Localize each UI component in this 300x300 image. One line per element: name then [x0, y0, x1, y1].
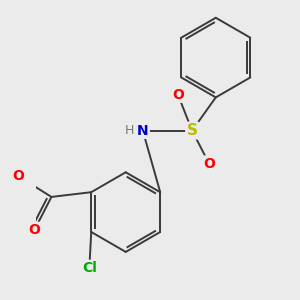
- Text: O: O: [203, 157, 215, 171]
- Text: S: S: [187, 123, 198, 138]
- Text: H: H: [125, 124, 134, 137]
- Text: O: O: [12, 169, 24, 183]
- Text: O: O: [172, 88, 184, 101]
- Text: N: N: [137, 124, 148, 138]
- Text: Cl: Cl: [82, 261, 97, 275]
- Text: O: O: [28, 223, 40, 237]
